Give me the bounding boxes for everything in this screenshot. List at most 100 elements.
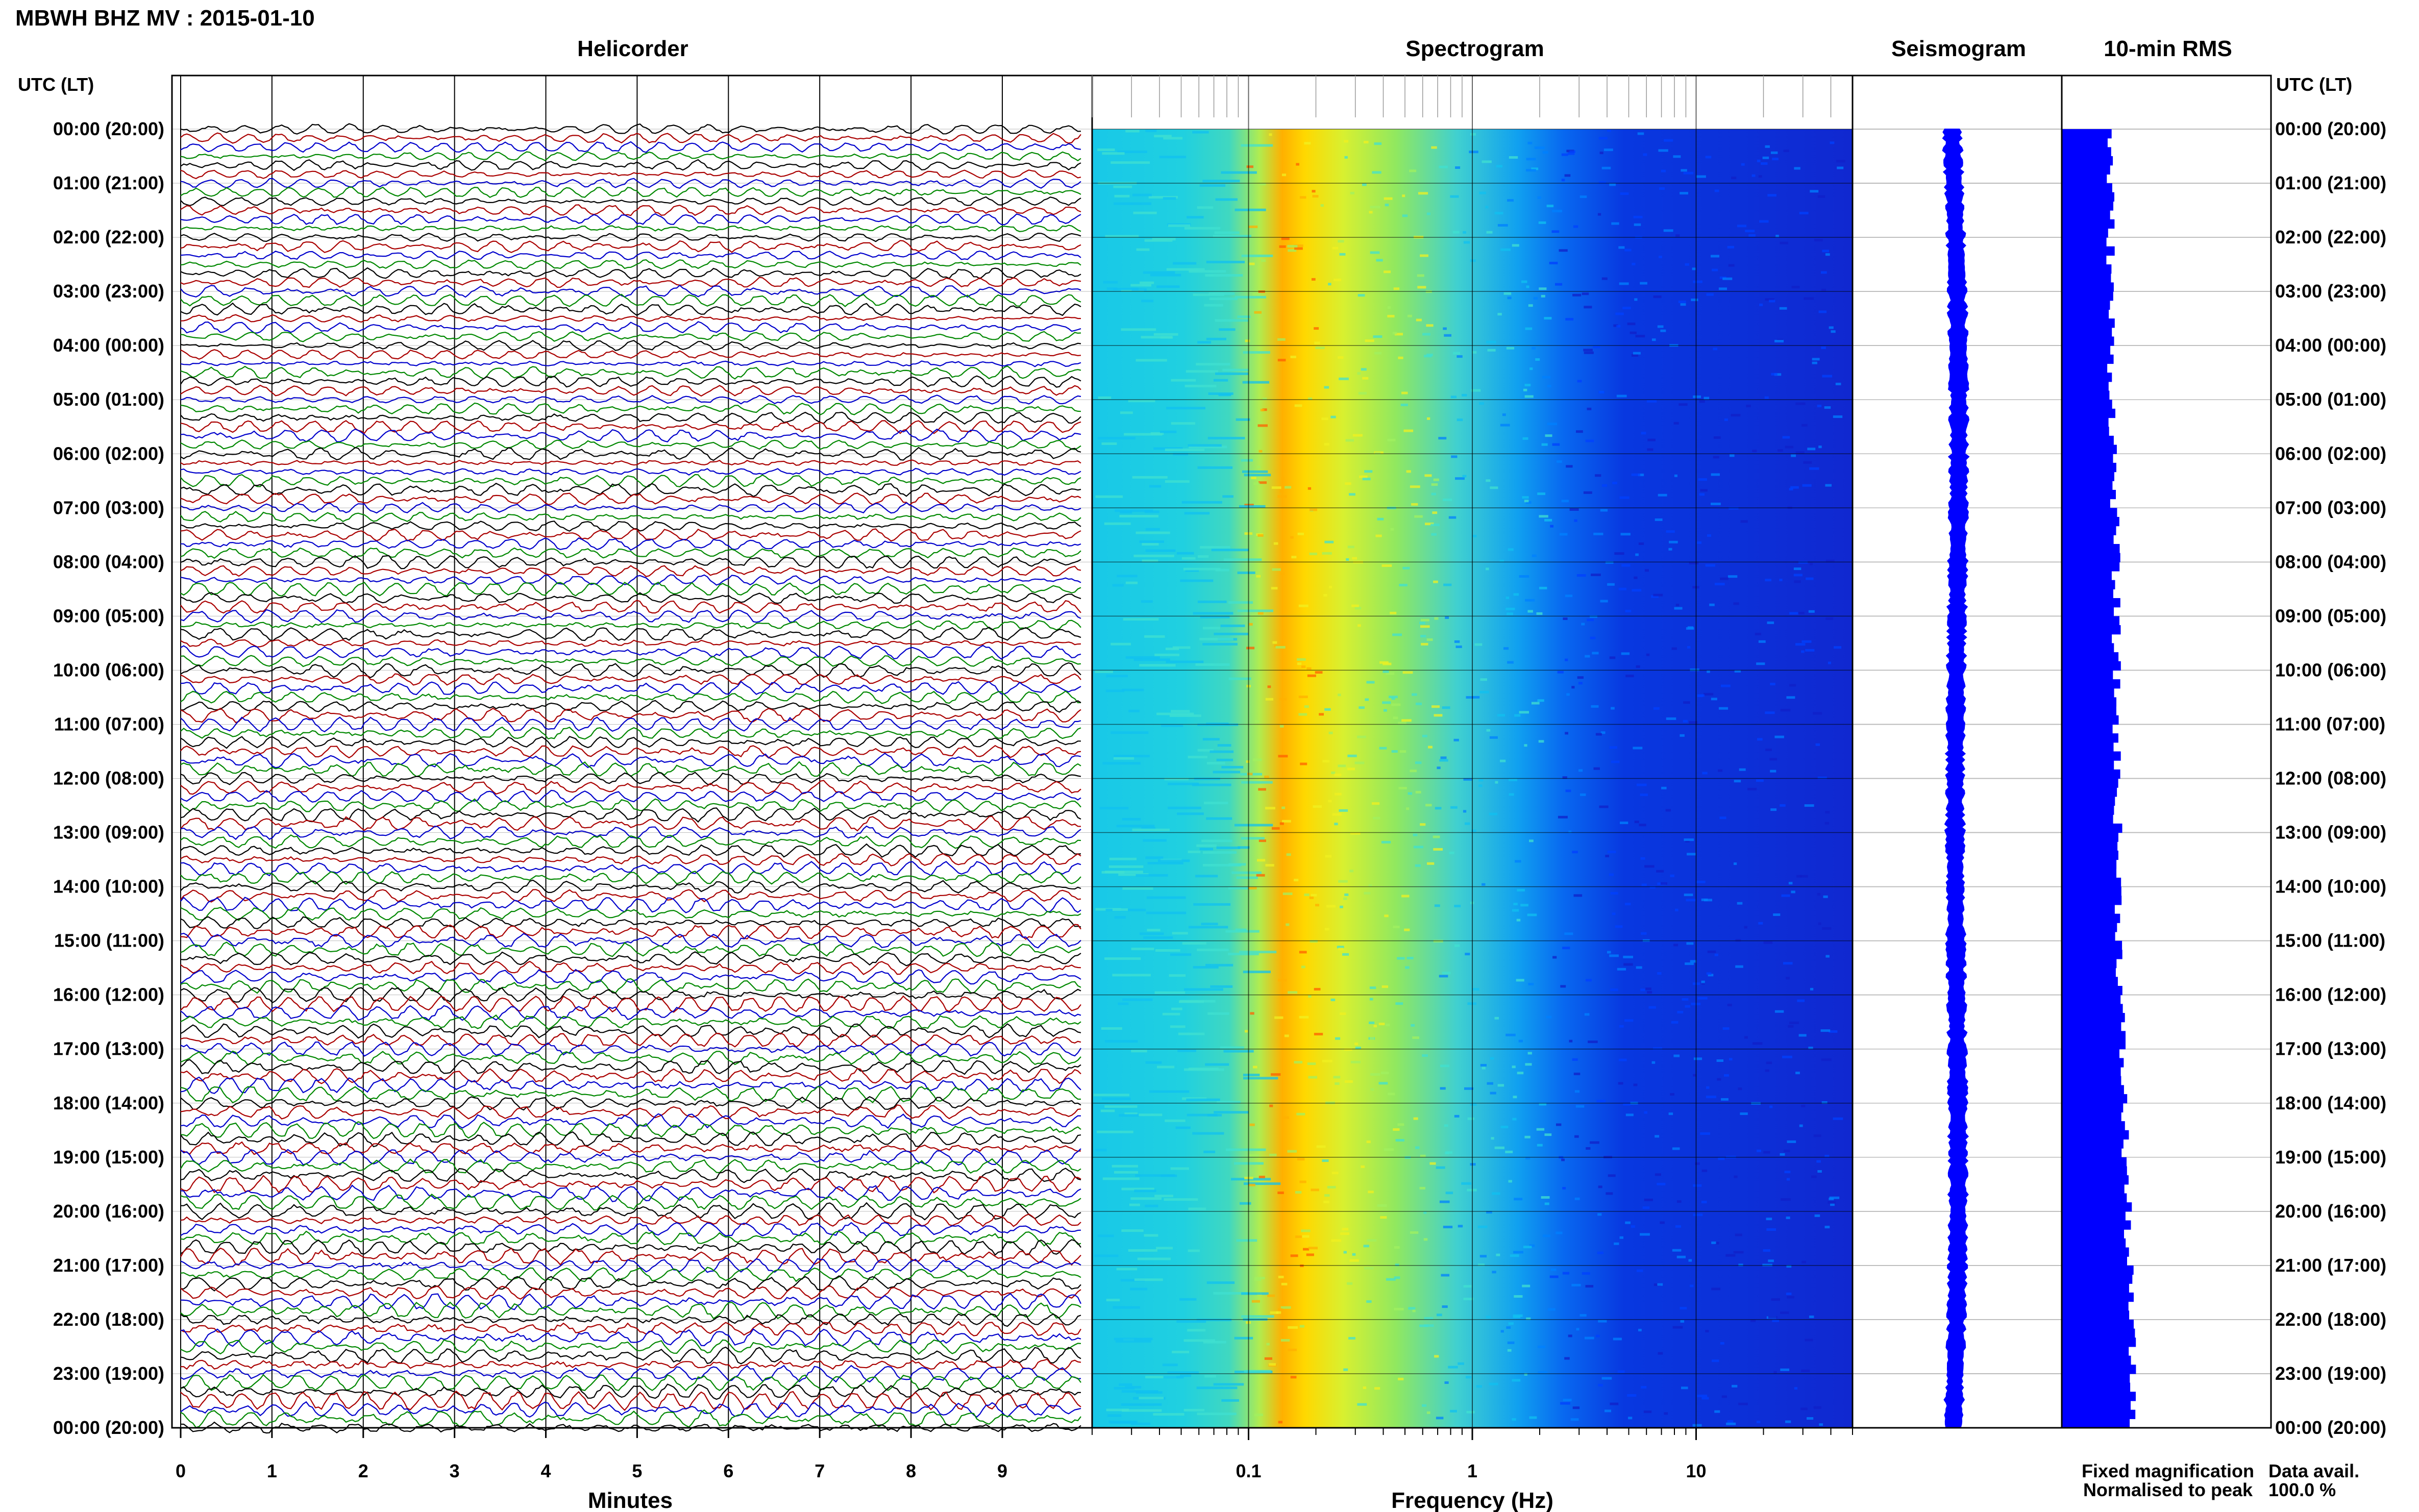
spectrogram-cell <box>1122 998 1153 1001</box>
spectrogram-cell <box>1463 241 1470 244</box>
helicorder-trace-row <box>180 673 1081 686</box>
spectrogram-cell <box>1601 166 1611 169</box>
spectrogram-cell <box>1246 647 1255 650</box>
spectrogram-cell <box>1672 1326 1683 1329</box>
spectrogram-cell <box>1552 210 1562 213</box>
spectrogram-cell <box>1568 152 1575 155</box>
spectrogram-cell <box>1277 359 1286 362</box>
spectrogram-cell <box>1363 1245 1369 1248</box>
helicorder-x-tick-label: 5 <box>632 1460 642 1481</box>
spectrogram-cell <box>1788 1025 1794 1028</box>
spectrogram-cell <box>1252 758 1262 761</box>
spectrogram-cell <box>1241 837 1265 840</box>
spectrogram-cell <box>1542 376 1550 379</box>
spectrogram-cell <box>1657 325 1664 328</box>
spectrogram-cell <box>1538 740 1544 743</box>
spectrogram-cell <box>1212 292 1235 295</box>
helicorder-trace-row <box>180 690 1081 704</box>
legend-fixed-magnification: Fixed magnification <box>2082 1460 2254 1481</box>
spectrogram-cell <box>1759 220 1769 223</box>
spectrogram-cell <box>1422 1404 1427 1407</box>
spectrogram-cell <box>1661 786 1667 789</box>
spectrogram-cell <box>1093 1094 1129 1097</box>
time-tick-label-left: 13:00 (09:00) <box>53 822 164 843</box>
spectrogram-cell <box>1804 297 1814 300</box>
spectrogram-cell <box>1705 1330 1709 1332</box>
spectrogram-cell <box>1539 586 1547 589</box>
helicorder-trace-row <box>180 1339 1081 1355</box>
spectrogram-cell <box>1795 643 1806 646</box>
helicorder-trace-row <box>180 555 1081 569</box>
spectrogram-cell <box>1308 1247 1318 1250</box>
spectrogram-cell <box>1270 1311 1279 1314</box>
spectrogram-cell <box>1332 813 1342 816</box>
spectrogram-cell <box>1315 671 1323 674</box>
spectrogram-cell <box>1416 318 1422 321</box>
spectrogram-cell <box>1131 288 1147 291</box>
spectrogram-cell <box>1176 552 1194 555</box>
rms-bar <box>2062 156 2113 166</box>
spectrogram-cell <box>1164 778 1189 781</box>
spectrogram-cell <box>1673 155 1681 158</box>
spectrogram-cell <box>1106 287 1118 290</box>
spectrogram-cell <box>1245 339 1250 342</box>
spectrogram-cell <box>1215 319 1249 322</box>
rms-bar <box>2062 1076 2121 1085</box>
spectrogram-cell <box>1452 231 1460 234</box>
spectrogram-cell <box>1685 1005 1691 1008</box>
spectrogram-cell <box>1528 983 1534 985</box>
spectrogram-cell <box>1509 793 1514 796</box>
spectrogram-cell <box>1328 283 1331 286</box>
spectrogram-cell <box>1214 632 1249 635</box>
spectrogram-cell <box>1740 1112 1748 1115</box>
spectrogram-cell <box>1277 1192 1284 1194</box>
spectrogram-cell <box>1508 778 1517 781</box>
rms-bar <box>2062 1211 2126 1221</box>
spectrogram-cell <box>1541 1196 1550 1199</box>
spectrogram-cell <box>1307 1062 1316 1065</box>
spectrogram-cell <box>1366 681 1375 684</box>
spectrogram-cell <box>1476 1385 1482 1388</box>
spectrogram-cell <box>1419 1324 1428 1327</box>
spectrogram-cell <box>1213 235 1251 238</box>
spectrogram-cell <box>1104 1105 1138 1108</box>
spectrogram-cell <box>1816 1160 1821 1163</box>
spectrogram-cell <box>1623 955 1633 958</box>
spectrogram-cell <box>1711 1287 1721 1291</box>
spectrogram-cell <box>1631 354 1639 357</box>
spectrogram-cell <box>1607 129 1611 132</box>
spectrogram-cell <box>1524 384 1531 387</box>
spectrogram-cell <box>1410 1231 1419 1234</box>
spectrogram-cell <box>1572 1406 1580 1409</box>
spectrogram-cell <box>1480 1064 1487 1067</box>
spectrogram-cell <box>1835 383 1841 385</box>
spectrogram-cell <box>1486 231 1493 234</box>
spectrogram-cell <box>1182 942 1206 945</box>
spectrogram-cell <box>1175 1126 1191 1129</box>
spectrogram-cell <box>1600 731 1606 734</box>
spectrogram-cell <box>1361 1165 1365 1168</box>
spectrogram-cell <box>1179 1000 1204 1003</box>
spectrogram-cell <box>1431 492 1436 495</box>
spectrogram-cell <box>1735 939 1741 942</box>
spectrogram-cell <box>1634 298 1638 301</box>
spectrogram-cell <box>1791 890 1795 894</box>
rms-bar <box>2062 363 2108 373</box>
spectrogram-cell <box>1306 1253 1314 1256</box>
spectrogram-cell <box>1820 1029 1831 1032</box>
spectrogram-cell <box>1221 171 1257 174</box>
spectrogram-cell <box>1779 579 1783 581</box>
spectrogram-cell <box>1591 574 1601 576</box>
helicorder-trace-row <box>180 447 1081 461</box>
spectrogram-cell <box>1576 430 1583 433</box>
spectrogram-cell <box>1502 413 1506 416</box>
rms-bar <box>2062 219 2115 229</box>
spectrogram-cell <box>1465 953 1470 956</box>
spectrogram-cell <box>1405 966 1410 969</box>
spectrogram-cell <box>1288 249 1297 252</box>
helicorder-trace-row <box>180 1041 1081 1057</box>
spectrogram-cell <box>1237 315 1251 318</box>
spectrogram-cell <box>1156 712 1194 715</box>
spectrogram-cell <box>1310 940 1318 943</box>
